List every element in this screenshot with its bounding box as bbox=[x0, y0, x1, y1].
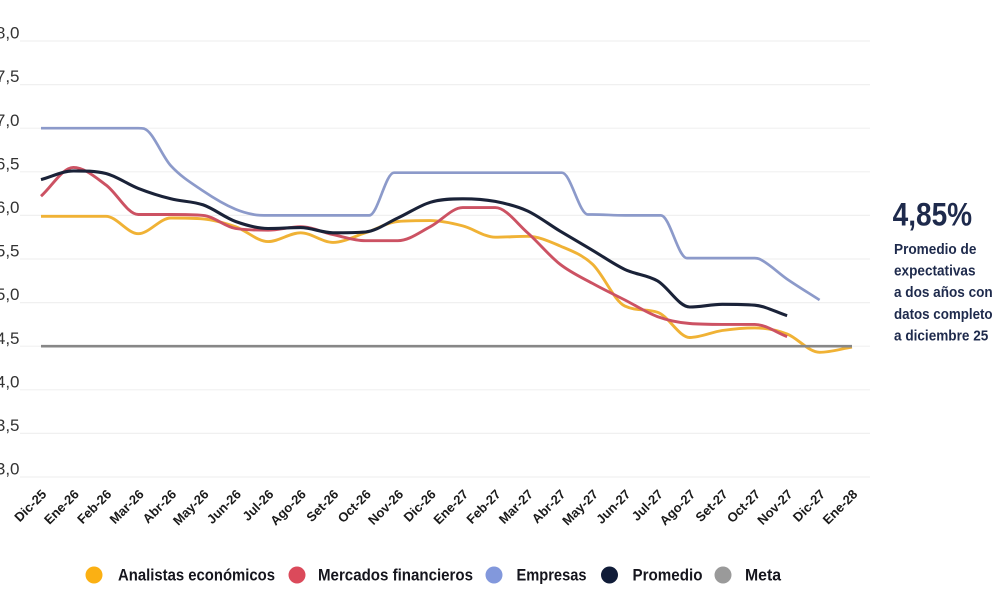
svg-text:Mar-26: Mar-26 bbox=[106, 487, 146, 527]
svg-text:Set-26: Set-26 bbox=[303, 487, 341, 525]
svg-text:7,5: 7,5 bbox=[0, 67, 20, 86]
svg-text:7,0: 7,0 bbox=[0, 111, 20, 130]
svg-text:Ago-26: Ago-26 bbox=[267, 487, 309, 529]
svg-text:May-26: May-26 bbox=[170, 487, 212, 529]
svg-text:4,5: 4,5 bbox=[0, 329, 20, 348]
svg-text:Feb-26: Feb-26 bbox=[74, 487, 114, 527]
svg-text:3,0: 3,0 bbox=[0, 460, 20, 479]
svg-text:Promedio: Promedio bbox=[633, 565, 703, 584]
svg-text:Mar-27: Mar-27 bbox=[496, 487, 536, 527]
svg-text:Nov-26: Nov-26 bbox=[365, 487, 406, 528]
svg-text:Mercados financieros: Mercados financieros bbox=[318, 565, 473, 584]
svg-text:4,0: 4,0 bbox=[0, 372, 20, 391]
svg-text:Meta: Meta bbox=[745, 565, 782, 584]
svg-text:datos completos: datos completos bbox=[894, 306, 993, 323]
svg-text:Feb-27: Feb-27 bbox=[463, 487, 503, 527]
svg-text:Ene-26: Ene-26 bbox=[41, 487, 82, 528]
svg-text:6,0: 6,0 bbox=[0, 198, 20, 217]
svg-text:6,5: 6,5 bbox=[0, 154, 20, 173]
svg-text:a dos años con: a dos años con bbox=[894, 284, 993, 301]
svg-text:Set-27: Set-27 bbox=[692, 487, 730, 525]
svg-text:May-27: May-27 bbox=[559, 487, 601, 529]
svg-text:a diciembre 25: a diciembre 25 bbox=[894, 328, 988, 345]
svg-text:Jun-27: Jun-27 bbox=[593, 487, 633, 527]
svg-text:Ene-28: Ene-28 bbox=[820, 487, 861, 528]
svg-text:Analistas económicos: Analistas económicos bbox=[118, 565, 275, 584]
svg-text:Nov-27: Nov-27 bbox=[754, 487, 795, 528]
svg-text:Ene-27: Ene-27 bbox=[430, 487, 471, 528]
svg-text:8,0: 8,0 bbox=[0, 24, 20, 43]
svg-text:5,5: 5,5 bbox=[0, 242, 20, 261]
svg-text:Ago-27: Ago-27 bbox=[656, 487, 698, 529]
svg-text:Jun-26: Jun-26 bbox=[204, 487, 244, 527]
svg-text:expectativas: expectativas bbox=[894, 263, 976, 280]
svg-text:Promedio de: Promedio de bbox=[894, 241, 976, 258]
svg-text:4,85%: 4,85% bbox=[893, 197, 973, 233]
svg-text:5,0: 5,0 bbox=[0, 285, 20, 304]
svg-text:Empresas: Empresas bbox=[517, 565, 587, 584]
svg-text:3,5: 3,5 bbox=[0, 416, 20, 435]
